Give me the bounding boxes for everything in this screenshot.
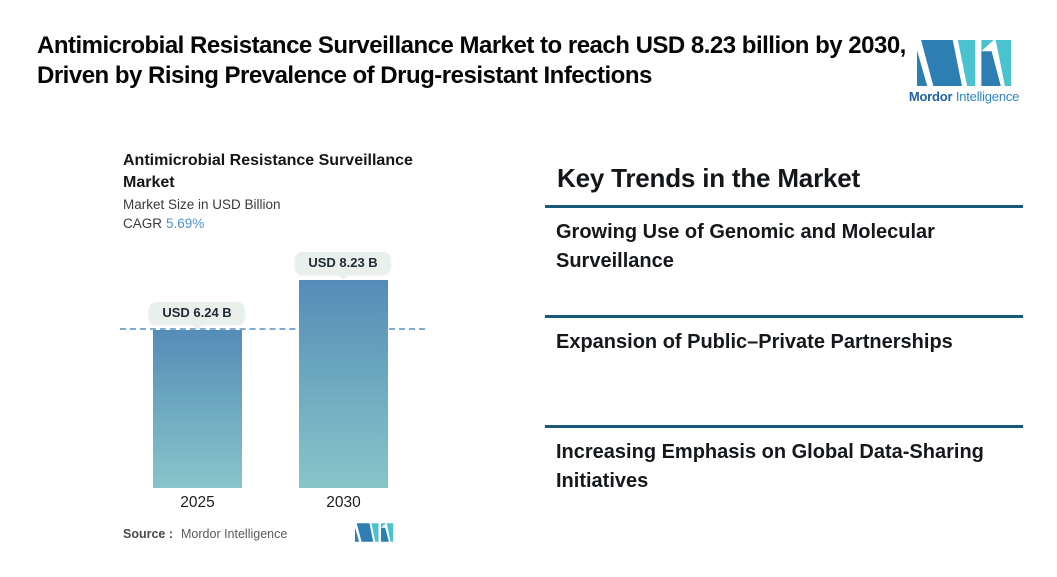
bar-2025 xyxy=(153,330,242,488)
page-title: Antimicrobial Resistance Surveillance Ma… xyxy=(37,32,906,89)
trend-item: Increasing Emphasis on Global Data-Shari… xyxy=(556,441,984,492)
source-value: Mordor Intelligence xyxy=(181,527,288,541)
source-label: Source : xyxy=(123,527,174,541)
chart-title: Antimicrobial Resistance Surveillance Ma… xyxy=(123,152,413,191)
x-tick-2025: 2025 xyxy=(180,494,215,511)
brand-name-bold: Mordor xyxy=(908,89,953,104)
trend-item: Expansion of Public–Private Partnerships xyxy=(556,331,953,353)
bar-2030 xyxy=(299,279,388,488)
threshold-dashline xyxy=(120,328,425,331)
brand-block: Mordor Intelligence xyxy=(905,40,1023,104)
trend-divider xyxy=(545,315,1023,318)
source-row: Source : Mordor Intelligence xyxy=(123,527,287,541)
trend-item: Growing Use of Genomic and Molecular Sur… xyxy=(556,221,935,272)
mordor-intelligence-logo-small-icon xyxy=(355,523,393,547)
cagr-label: CAGR xyxy=(123,216,163,231)
mordor-intelligence-logo-icon xyxy=(905,40,1023,86)
brand-name-regular: Intelligence xyxy=(955,89,1020,104)
brand-wordmark: Mordor Intelligence xyxy=(905,89,1023,104)
x-tick-2030: 2030 xyxy=(326,494,361,511)
cagr-value: 5.69% xyxy=(166,216,205,231)
trends-heading: Key Trends in the Market xyxy=(557,163,860,193)
value-label-2030: USD 8.23 B xyxy=(295,251,391,274)
chart-cagr: CAGR 5.69% xyxy=(123,216,204,231)
value-label-2025: USD 6.24 B xyxy=(149,302,245,325)
trend-divider xyxy=(545,205,1023,208)
chart-subtitle: Market Size in USD Billion xyxy=(123,197,281,212)
trend-divider xyxy=(545,425,1023,428)
